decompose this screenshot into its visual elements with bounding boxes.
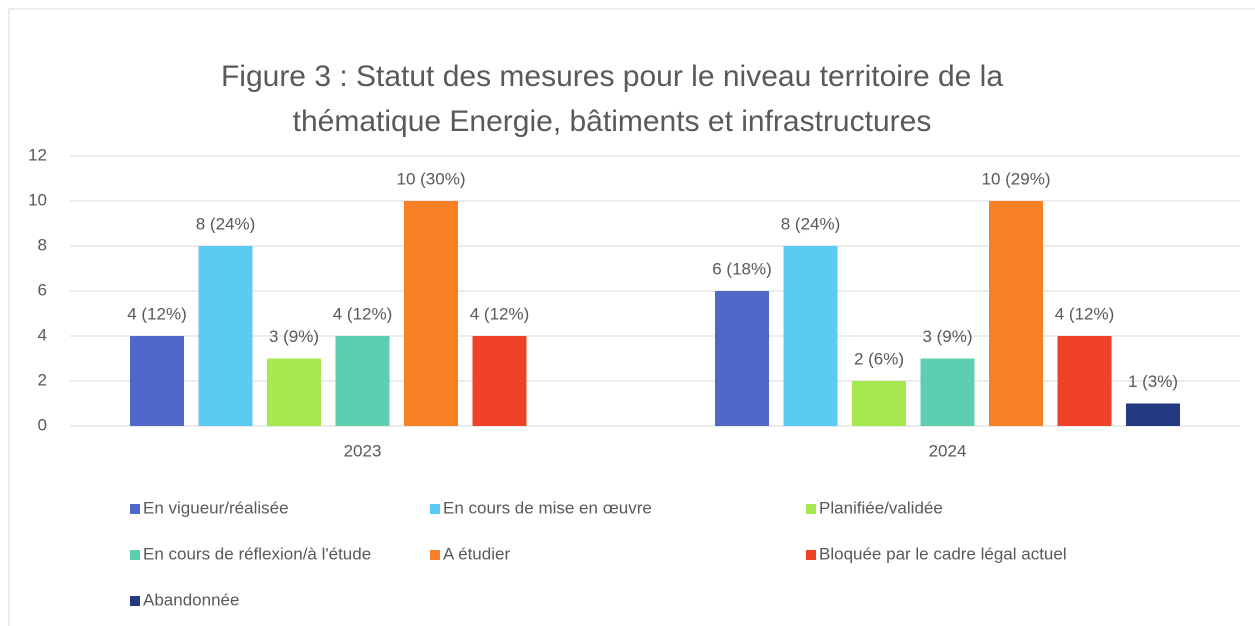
legend-label: Abandonnée [143, 590, 239, 609]
y-tick-label: 6 [38, 280, 47, 299]
legend-swatch [430, 504, 440, 514]
legend-label: A étudier [443, 544, 510, 563]
chart-title: thématique Energie, bâtiments et infrast… [293, 105, 932, 138]
legend-swatch [130, 550, 140, 560]
bar [920, 358, 975, 426]
bar [404, 201, 458, 426]
bar [198, 246, 253, 426]
legend-swatch [130, 596, 140, 606]
bar [1126, 403, 1180, 426]
y-tick-label: 8 [38, 235, 47, 254]
legend-swatch [806, 504, 816, 514]
y-tick-label: 12 [28, 145, 47, 164]
legend-label: En cours de mise en œuvre [443, 498, 652, 517]
y-tick-label: 4 [38, 325, 47, 344]
bar [715, 291, 769, 426]
y-tick-label: 10 [28, 190, 47, 209]
bar [267, 358, 321, 426]
y-tick-label: 2 [38, 370, 47, 389]
chart-border [8, 8, 1255, 626]
value-label: 4 (12%) [1055, 304, 1115, 323]
x-tick-label: 2024 [929, 441, 967, 460]
legend-label: En vigueur/réalisée [143, 498, 289, 517]
chart-title: Figure 3 : Statut des mesures pour le ni… [221, 60, 1003, 93]
bar [1057, 336, 1112, 426]
legend-swatch [130, 504, 140, 514]
value-label: 10 (29%) [982, 169, 1051, 188]
value-label: 4 (12%) [470, 304, 530, 323]
x-tick-label: 2023 [344, 441, 382, 460]
legend-label: Planifiée/validée [819, 498, 943, 517]
legend-label: En cours de réflexion/à l'étude [143, 544, 371, 563]
legend-swatch [806, 550, 816, 560]
legend-label: Bloquée par le cadre légal actuel [819, 544, 1067, 563]
bar [335, 336, 390, 426]
bar [472, 336, 527, 426]
value-label: 3 (9%) [269, 327, 319, 346]
value-label: 8 (24%) [196, 214, 256, 233]
value-label: 3 (9%) [922, 327, 972, 346]
bar [783, 246, 838, 426]
bar [989, 201, 1043, 426]
value-label: 8 (24%) [781, 214, 841, 233]
bar [852, 381, 906, 426]
value-label: 4 (12%) [333, 304, 393, 323]
value-label: 6 (18%) [712, 259, 772, 278]
value-label: 1 (3%) [1128, 372, 1178, 391]
value-label: 4 (12%) [127, 304, 187, 323]
value-label: 2 (6%) [854, 349, 904, 368]
bar [130, 336, 184, 426]
y-tick-label: 0 [38, 415, 47, 434]
value-label: 10 (30%) [397, 169, 466, 188]
legend-swatch [430, 550, 440, 560]
